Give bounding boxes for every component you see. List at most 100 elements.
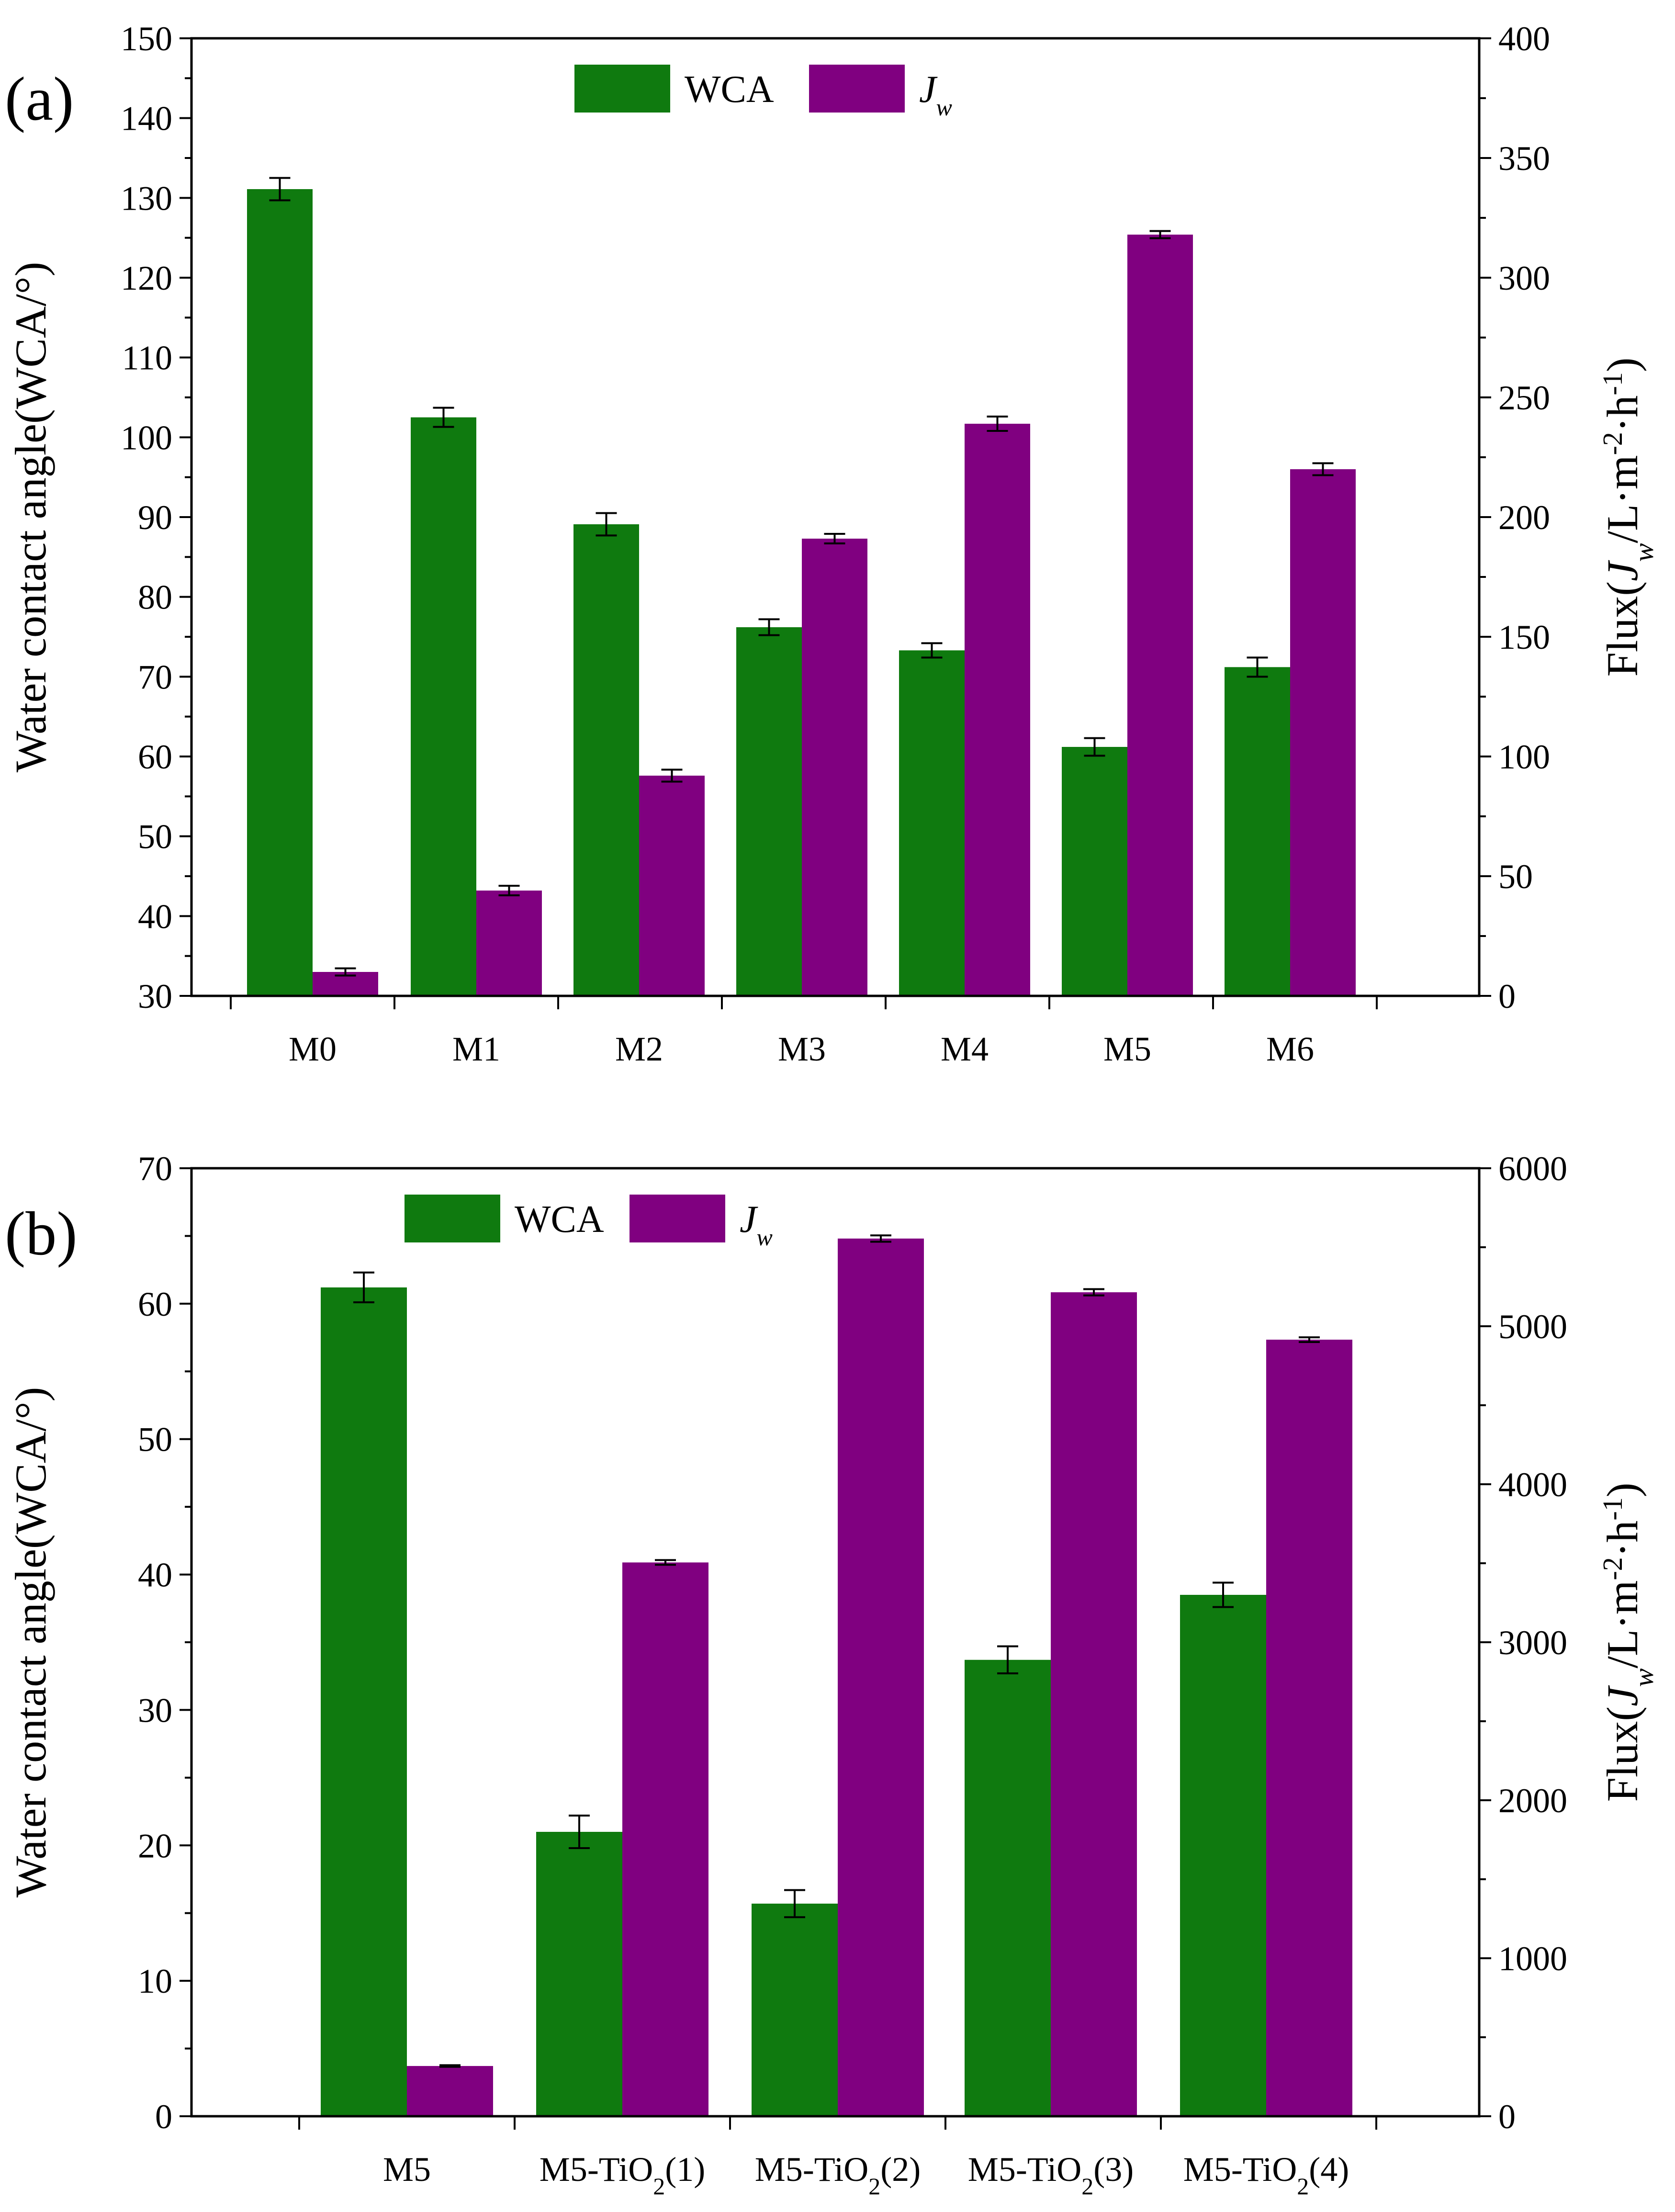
jw-bar	[407, 2066, 493, 2116]
category-label: M4	[941, 1030, 989, 1068]
error-bar	[498, 885, 520, 896]
right-tick-label: 100	[1498, 738, 1550, 776]
error-bar	[661, 768, 683, 783]
jw-bar	[1051, 1292, 1137, 2116]
error-bar	[997, 1645, 1018, 1675]
error-bar	[987, 416, 1008, 432]
error-bar	[269, 177, 291, 202]
panel-label: (b)	[5, 1199, 78, 1268]
panel-label: (a)	[5, 65, 74, 134]
right-tick-label: 0	[1498, 977, 1516, 1016]
wca-bar	[752, 1903, 838, 2116]
category-label: M5-TiO2(1)	[540, 2150, 705, 2200]
right-axis-title: Flux(Jw/L·m-2·h-1)	[1597, 1483, 1659, 1802]
left-tick-label: 20	[138, 1827, 172, 1865]
left-tick-label: 30	[138, 977, 172, 1016]
left-tick-label: 40	[138, 1556, 172, 1594]
left-axis-title: Water contact angle(WCA/°)	[6, 262, 55, 772]
error-bar	[824, 533, 845, 544]
wca-bar	[536, 1832, 622, 2116]
error-bar	[784, 1889, 805, 1919]
left-tick-label: 80	[138, 578, 172, 617]
error-bar	[335, 967, 356, 977]
left-tick-label: 30	[138, 1691, 172, 1729]
left-axis-title: Water contact angle(WCA/°)	[6, 1387, 55, 1897]
legend-swatch-jw	[809, 65, 905, 113]
left-tick-label: 70	[138, 658, 172, 696]
legend-swatch-wca	[405, 1195, 500, 1242]
wca-bar	[573, 524, 639, 996]
left-tick-label: 60	[138, 1285, 172, 1323]
error-bar	[1084, 737, 1105, 757]
error-bar	[1312, 462, 1334, 476]
legend: WCA Jw	[574, 65, 952, 121]
left-tick-label: 150	[121, 20, 172, 58]
jw-bar	[802, 539, 867, 996]
left-tick-label: 130	[121, 179, 172, 217]
left-tick-label: 70	[138, 1150, 172, 1188]
category-label: M2	[615, 1030, 663, 1068]
jw-bar	[622, 1562, 708, 2116]
jw-bar	[476, 891, 542, 996]
left-tick-label: 110	[122, 339, 172, 377]
right-tick-label: 350	[1498, 139, 1550, 178]
jw-bar	[1127, 235, 1193, 996]
wca-bar	[736, 627, 802, 996]
category-label: M5-TiO2(4)	[1183, 2150, 1349, 2200]
category-label: M6	[1266, 1030, 1314, 1068]
right-tick-label: 200	[1498, 498, 1550, 537]
jw-bar	[639, 776, 705, 996]
legend-label: WCA	[685, 68, 774, 111]
jw-bar	[965, 424, 1030, 996]
right-axis-title: Flux(Jw/L·m-2·h-1)	[1597, 358, 1659, 677]
jw-bar	[838, 1238, 924, 2116]
right-tick-label: 50	[1498, 858, 1533, 896]
right-tick-label: 300	[1498, 259, 1550, 297]
legend-swatch-jw	[630, 1195, 725, 1242]
jw-bar	[1290, 469, 1356, 996]
category-label: M5-TiO2(2)	[755, 2150, 921, 2200]
chart-panel-b: (b) 0 10 20 30 40 50 60 70 0 1000 2000 3000 4000 5000 6…	[5, 1150, 1659, 2200]
error-bar	[439, 2064, 461, 2068]
wca-bar	[899, 650, 965, 996]
error-bar	[596, 512, 617, 537]
category-label: M5	[1103, 1030, 1151, 1068]
category-label: M3	[778, 1030, 826, 1068]
jw-bar	[1266, 1340, 1352, 2116]
right-tick-label: 4000	[1498, 1466, 1567, 1504]
legend-label: WCA	[515, 1198, 604, 1241]
error-bar	[1213, 1581, 1234, 1608]
legend-label: Jw	[740, 1198, 773, 1251]
wca-bar	[1225, 667, 1290, 996]
wca-bar	[321, 1287, 407, 2116]
left-tick-label: 100	[121, 418, 172, 457]
left-tick-label: 50	[138, 1421, 172, 1459]
chart-panel-a: (a) 30 40 50 60 70 80 90 100 110 120 130 140 150 0 50 10…	[5, 20, 1659, 1068]
left-tick-label: 90	[138, 498, 172, 537]
wca-bar	[411, 417, 476, 996]
error-bar	[921, 642, 943, 659]
error-bar	[433, 406, 454, 428]
right-tick-label: 0	[1498, 2098, 1516, 2136]
error-bar	[655, 1559, 676, 1566]
category-label: M1	[452, 1030, 500, 1068]
legend-label: Jw	[919, 68, 952, 121]
left-tick-label: 60	[138, 738, 172, 776]
left-tick-label: 0	[155, 2098, 172, 2136]
right-tick-label: 2000	[1498, 1782, 1567, 1820]
error-bar	[1247, 656, 1268, 678]
wca-bar	[1062, 747, 1127, 996]
error-bar	[353, 1271, 374, 1304]
left-tick-label: 10	[138, 1962, 172, 2000]
left-tick-label: 40	[138, 897, 172, 936]
wca-bar	[247, 189, 313, 996]
right-tick-label: 5000	[1498, 1308, 1567, 1346]
left-tick-label: 50	[138, 818, 172, 856]
wca-bar	[965, 1659, 1051, 2116]
category-label: M0	[289, 1030, 337, 1068]
error-bar	[569, 1815, 590, 1849]
left-tick-label: 140	[121, 100, 172, 138]
legend: WCA Jw	[405, 1195, 773, 1251]
right-tick-label: 6000	[1498, 1150, 1567, 1188]
